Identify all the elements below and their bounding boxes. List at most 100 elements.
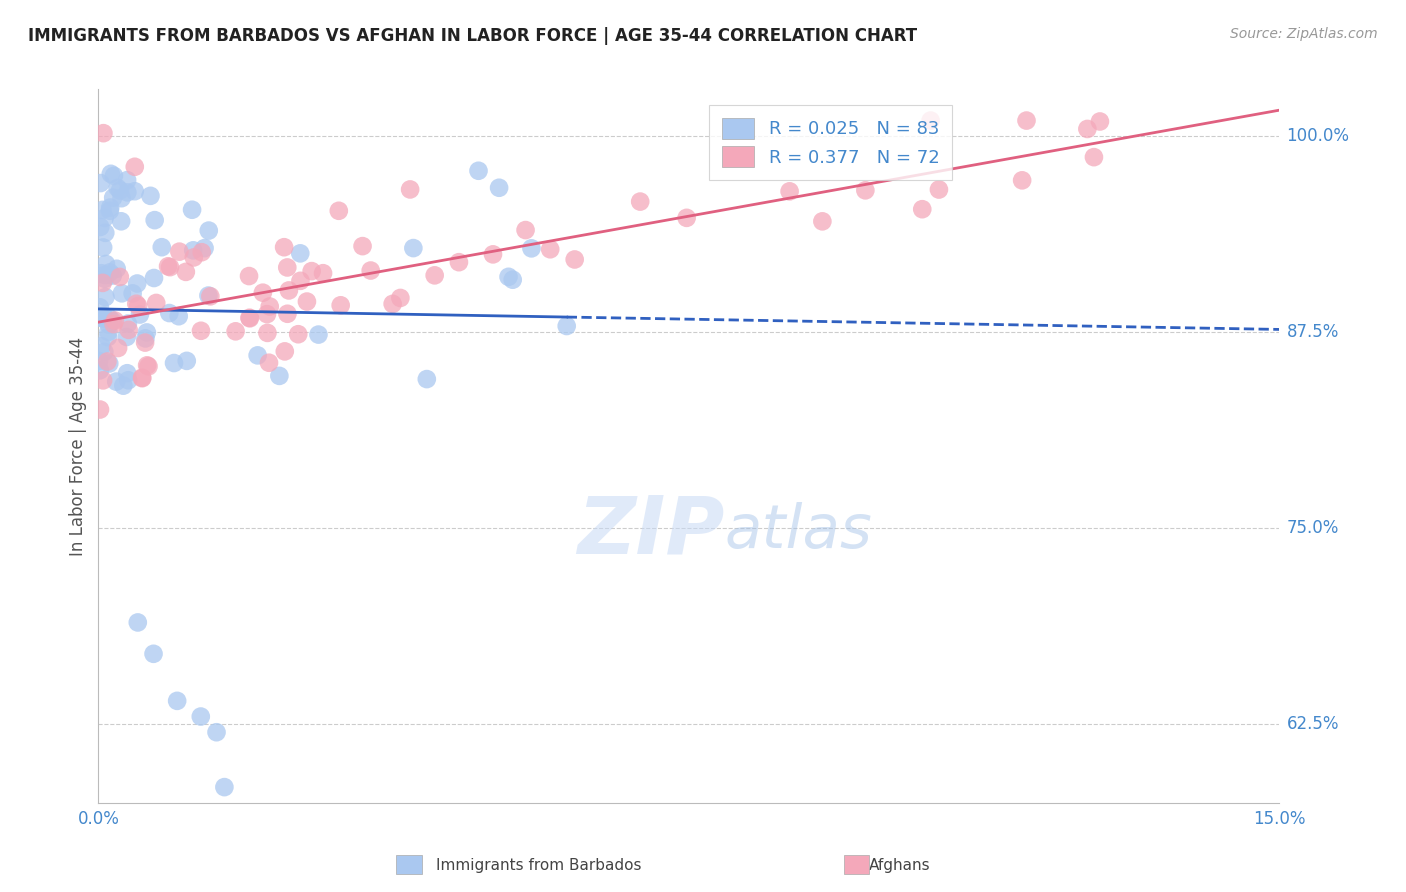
Point (257, 356, 280, 370)
Point (138, 359, 160, 374)
Point (136, 359, 159, 373)
Point (124, 160, 146, 174)
Point (93, 312, 115, 326)
Point (131, 371, 153, 385)
Point (127, 615, 149, 630)
Point (360, 263, 382, 277)
Point (157, 260, 180, 274)
Point (538, 242, 561, 256)
Point (163, 356, 186, 370)
Point (416, 372, 439, 386)
Point (117, 373, 139, 387)
Point (142, 647, 165, 661)
Point (402, 241, 425, 255)
Point (117, 317, 139, 331)
Point (675, 211, 697, 225)
Point (166, 694, 188, 708)
Point (256, 307, 278, 321)
Point (225, 324, 247, 338)
Text: Immigrants from Barbados: Immigrants from Barbados (436, 858, 641, 872)
Point (107, 341, 129, 355)
Point (273, 240, 295, 254)
Point (94, 272, 117, 286)
Point (238, 310, 260, 325)
Point (90, 339, 112, 353)
Point (93, 126, 115, 140)
Text: 75.0%: 75.0% (1286, 519, 1339, 537)
Point (93, 344, 115, 359)
Point (98, 357, 121, 371)
Point (121, 286, 143, 301)
Point (628, 194, 651, 209)
Point (103, 169, 125, 183)
Point (157, 306, 180, 320)
Point (197, 223, 219, 237)
Point (91, 240, 114, 254)
Point (89, 310, 111, 325)
Point (97, 330, 120, 344)
Point (214, 780, 236, 794)
Point (103, 317, 125, 331)
Text: 62.5%: 62.5% (1286, 715, 1339, 733)
Point (447, 255, 470, 269)
Point (238, 268, 260, 283)
Point (115, 366, 138, 380)
Point (89, 402, 111, 417)
Point (290, 246, 312, 260)
Point (111, 286, 134, 301)
Point (502, 273, 524, 287)
Point (103, 191, 125, 205)
Point (276, 260, 298, 275)
Point (107, 181, 129, 195)
Point (112, 378, 135, 392)
Point (811, 214, 834, 228)
Point (564, 252, 586, 267)
Point (190, 709, 212, 723)
Point (205, 725, 228, 739)
Text: ZIP: ZIP (576, 492, 724, 571)
Point (100, 167, 122, 181)
Point (105, 261, 128, 276)
Point (134, 331, 156, 345)
Point (239, 311, 262, 326)
Point (423, 268, 446, 283)
Point (290, 274, 312, 288)
Point (94, 290, 117, 304)
Point (150, 240, 173, 254)
Point (90, 176, 112, 190)
Point (125, 297, 148, 311)
Point (98, 201, 121, 215)
Point (256, 326, 278, 340)
Point (482, 247, 505, 261)
Point (259, 300, 281, 314)
Point (115, 330, 138, 344)
Point (89, 363, 111, 377)
Point (98, 311, 121, 326)
Point (174, 265, 197, 279)
Point (301, 264, 323, 278)
Point (98, 203, 121, 218)
Point (1076, 122, 1098, 136)
Point (183, 251, 205, 265)
Point (853, 183, 876, 197)
Point (159, 260, 181, 274)
Legend: R = 0.025   N = 83, R = 0.377   N = 72: R = 0.025 N = 83, R = 0.377 N = 72 (709, 105, 952, 179)
Point (104, 313, 127, 327)
Point (110, 214, 132, 228)
Text: 100.0%: 100.0% (1286, 128, 1350, 145)
Text: 87.5%: 87.5% (1286, 323, 1339, 342)
Point (93, 309, 115, 323)
Point (520, 241, 543, 255)
Point (167, 310, 190, 324)
Point (94, 268, 117, 282)
Point (91, 373, 114, 387)
Point (197, 288, 219, 302)
Point (252, 285, 274, 300)
Point (329, 298, 352, 312)
Point (127, 299, 149, 313)
Point (515, 223, 537, 237)
Point (98, 265, 121, 279)
Y-axis label: In Labor Force | Age 35-44: In Labor Force | Age 35-44 (69, 336, 87, 556)
Point (128, 308, 150, 322)
Point (555, 318, 578, 333)
